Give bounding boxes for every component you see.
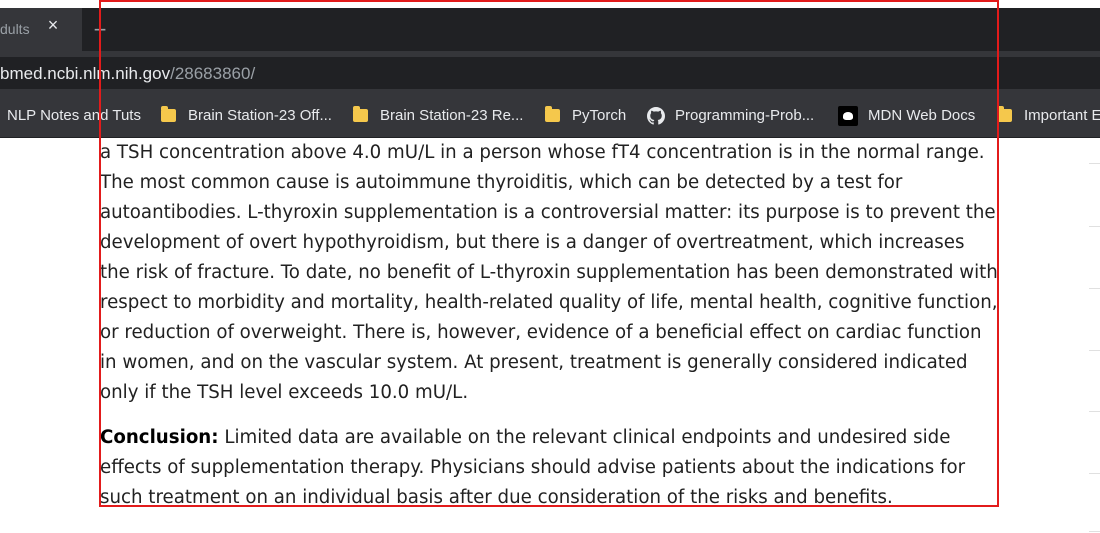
bookmark-label: NLP Notes and Tuts	[7, 107, 141, 124]
mdn-icon	[838, 105, 858, 126]
folder-icon	[997, 106, 1012, 122]
tab-strip	[0, 8, 1100, 51]
url-path: /28683860/	[170, 64, 256, 83]
close-icon[interactable]: ×	[47, 15, 59, 35]
bookmark-mdn[interactable]: MDN Web Docs	[838, 94, 975, 137]
url-host: bmed.ncbi.nlm.nih.gov	[0, 64, 171, 83]
bookmark-nlp-notes[interactable]: NLP Notes and Tuts	[7, 94, 141, 137]
bookmark-brain-station-re[interactable]: Brain Station-23 Re...	[353, 94, 523, 137]
bookmark-label: MDN Web Docs	[868, 107, 976, 124]
address-bar[interactable]	[0, 57, 1100, 89]
sidebar-dividers	[1089, 138, 1100, 533]
bookmarks-bar: NLP Notes and Tuts Brain Station-23 Off.…	[0, 94, 1100, 138]
bookmark-label: Brain Station-23 Re...	[380, 107, 524, 124]
abstract-content: a TSH concentration above 4.0 mU/L in a …	[100, 138, 1000, 513]
conclusion-paragraph: Conclusion: Limited data are available o…	[100, 423, 1000, 513]
bookmark-brain-station-off[interactable]: Brain Station-23 Off...	[161, 94, 332, 137]
bookmark-label: Important E	[1024, 107, 1100, 124]
window-top-strip	[0, 0, 1100, 8]
folder-icon	[545, 106, 560, 122]
bookmark-pytorch[interactable]: PyTorch	[545, 94, 626, 137]
divider	[1089, 163, 1100, 164]
divider	[1089, 531, 1100, 532]
bookmark-programming-prob[interactable]: Programming-Prob...	[647, 94, 814, 137]
browser-tab[interactable]: dults ×	[0, 8, 82, 51]
conclusion-label: Conclusion:	[100, 427, 219, 448]
url-text[interactable]: bmed.ncbi.nlm.nih.gov/28683860/	[0, 64, 255, 84]
conclusion-text: Limited data are available on the releva…	[100, 427, 966, 508]
bookmark-label: Brain Station-23 Off...	[188, 107, 332, 124]
divider	[1089, 288, 1100, 289]
bookmark-label: Programming-Prob...	[675, 107, 815, 124]
divider	[1089, 350, 1100, 351]
github-icon	[647, 106, 665, 125]
bookmark-important[interactable]: Important E	[997, 94, 1100, 137]
new-tab-icon[interactable]: +	[93, 17, 107, 42]
divider	[1089, 473, 1100, 474]
folder-icon	[161, 106, 176, 122]
divider	[1089, 226, 1100, 227]
abstract-paragraph: a TSH concentration above 4.0 mU/L in a …	[100, 142, 998, 403]
tab-title: dults	[0, 21, 30, 37]
bookmark-label: PyTorch	[572, 107, 627, 124]
divider	[1089, 411, 1100, 412]
folder-icon	[353, 106, 368, 122]
